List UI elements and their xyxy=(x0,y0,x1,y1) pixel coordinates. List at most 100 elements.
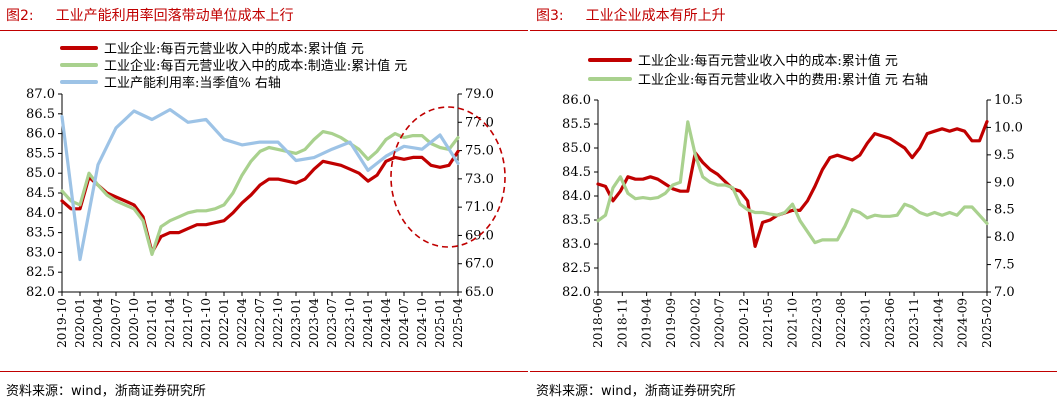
figure-2-title: 图2: 工业产能利用率回落带动单位成本上行 xyxy=(6,5,294,25)
figure-2-panel: 图2: 工业产能利用率回落带动单位成本上行 82.0 82.5 83.0 83.5 84.… xyxy=(0,0,528,403)
x-tick-label: 2024-01 xyxy=(361,298,375,348)
figure-2-title-text: 工业产能利用率回落带动单位成本上行 xyxy=(55,8,294,24)
x-tick-label: 2022-04 xyxy=(235,298,249,348)
x-tick-label: 2022-03 xyxy=(810,298,824,348)
y-left-tick-label: 82.0 xyxy=(562,285,591,300)
y-left-tick-label: 85.5 xyxy=(26,146,55,161)
x-tick-label: 2020-10 xyxy=(127,298,141,348)
y-right-tick-label: 75.0 xyxy=(465,144,494,159)
y-right-tick-label: 9.5 xyxy=(994,148,1015,163)
x-tick-label: 2025-01 xyxy=(433,298,447,348)
x-tick-label: 2019-10 xyxy=(55,298,69,348)
y-left-tick-label: 84.0 xyxy=(562,189,591,204)
x-tick-label: 2022-08 xyxy=(834,298,848,348)
figure-3-number: 图3: xyxy=(536,8,564,24)
x-tick-label: 2020-01 xyxy=(73,298,87,348)
x-tick-label: 2024-10 xyxy=(415,298,429,348)
legend-label-1: 工业企业:每百元营业收入中的成本:累计值 元 xyxy=(638,53,898,69)
x-tick-label: 2020-04 xyxy=(91,298,105,348)
y-right-tick-label: 8.0 xyxy=(994,230,1015,245)
y-left-tick-label: 83.5 xyxy=(26,226,55,241)
figure-3-chart: 82.0 82.5 83.0 83.5 84.0 84.5 85.0 85.5 86.0 7.0 7… xyxy=(562,53,1023,348)
y-left-tick-label: 86.0 xyxy=(26,127,55,142)
y-left-tick-label: 83.5 xyxy=(562,213,591,228)
y-left-tick-label: 86.0 xyxy=(562,93,591,108)
figure-3-bottom-rule xyxy=(530,371,1057,372)
x-tick-label: 2020-02 xyxy=(688,298,702,348)
y-right-tick-label: 65.0 xyxy=(465,285,494,300)
highlight-ellipse xyxy=(390,106,506,248)
x-tick-label: 2020-07 xyxy=(713,298,727,348)
x-tick-label: 2023-06 xyxy=(883,298,897,348)
x-tick-label: 2021-05 xyxy=(761,298,775,348)
x-tick-label: 2021-10 xyxy=(786,298,800,348)
figure-2-number: 图2: xyxy=(6,8,34,24)
legend-label-2: 工业企业:每百元营业收入中的成本:制造业:累计值 元 xyxy=(104,58,407,74)
y-left-tick-label: 82.5 xyxy=(26,265,55,280)
y-right-tick-label: 10.5 xyxy=(994,93,1023,108)
series-line-3 xyxy=(60,108,460,262)
x-tick-label: 2018-06 xyxy=(591,298,605,348)
x-tick-label: 2021-10 xyxy=(199,298,213,348)
x-tick-label: 2024-04 xyxy=(379,298,393,348)
y-left-tick-label: 82.0 xyxy=(26,285,55,300)
x-tick-label: 2025-02 xyxy=(980,298,994,348)
y-left-tick-label: 83.0 xyxy=(562,237,591,252)
y-right-tick-label: 7.0 xyxy=(994,285,1015,300)
y-right-tick-label: 71.0 xyxy=(465,200,494,215)
x-tick-label: 2019-09 xyxy=(664,298,678,348)
series-line-1 xyxy=(596,120,989,248)
x-tick-label: 2024-09 xyxy=(956,298,970,348)
legend-label-1: 工业企业:每百元营业收入中的成本:累计值 元 xyxy=(104,41,364,57)
figure-3-top-rule xyxy=(530,30,1057,31)
y-right-tick-label: 10.0 xyxy=(994,120,1023,135)
y-right-tick-label: 7.5 xyxy=(994,258,1015,273)
series-line-2 xyxy=(596,120,989,245)
legend-label-2: 工业企业:每百元营业收入中的费用:累计值 元 右轴 xyxy=(638,72,928,88)
y-left-tick-label: 82.5 xyxy=(562,261,591,276)
y-right-tick-label: 67.0 xyxy=(465,257,494,272)
x-tick-label: 2021-07 xyxy=(181,298,195,348)
x-tick-label: 2022-07 xyxy=(253,298,267,348)
x-tick-label: 2020-07 xyxy=(109,298,123,348)
y-left-tick-label: 85.0 xyxy=(26,166,55,181)
x-tick-label: 2018-11 xyxy=(615,298,629,348)
y-right-tick-label: 9.0 xyxy=(994,175,1015,190)
y-right-tick-label: 79.0 xyxy=(465,87,494,102)
legend-label-3: 工业产能利用率:当季值% 右轴 xyxy=(104,75,281,91)
x-tick-label: 2023-10 xyxy=(343,298,357,348)
y-left-tick-label: 83.0 xyxy=(26,245,55,260)
x-tick-label: 2023-04 xyxy=(307,298,321,348)
x-tick-label: 2025-04 xyxy=(451,298,465,348)
y-left-tick-label: 85.5 xyxy=(562,117,591,132)
x-tick-label: 2022-01 xyxy=(217,298,231,348)
y-right-tick-label: 8.5 xyxy=(994,203,1015,218)
figure-3-panel: 图3: 工业企业成本有所上升 82.0 82.5 83.0 83.5 84.0 84.5 85… xyxy=(530,0,1057,403)
x-tick-label: 2021-01 xyxy=(145,298,159,348)
y-right-tick-label: 69.0 xyxy=(465,228,494,243)
x-tick-label: 2022-10 xyxy=(271,298,285,348)
x-tick-label: 2023-01 xyxy=(289,298,303,348)
x-tick-label: 2021-04 xyxy=(163,298,177,348)
figure-3-source: 资料来源：wind，浙商证券研究所 xyxy=(536,384,736,399)
y-left-tick-label: 84.5 xyxy=(562,165,591,180)
y-left-tick-label: 87.0 xyxy=(26,87,55,102)
x-tick-label: 2019-04 xyxy=(640,298,654,348)
x-tick-label: 2024-07 xyxy=(397,298,411,348)
x-tick-label: 2023-11 xyxy=(907,298,921,348)
y-right-tick-label: 77.0 xyxy=(465,115,494,130)
y-left-tick-label: 86.5 xyxy=(26,107,55,122)
x-tick-label: 2023-01 xyxy=(858,298,872,348)
figure-2-bottom-rule xyxy=(0,371,528,372)
y-left-tick-label: 85.0 xyxy=(562,141,591,156)
figure-3-title-text: 工业企业成本有所上升 xyxy=(585,8,726,24)
series-line-1 xyxy=(60,149,460,254)
figure-2-chart: 82.0 82.5 83.0 83.5 84.0 84.5 85.0 85.5 86.0 86.5… xyxy=(26,41,506,348)
figure-3-title: 图3: 工业企业成本有所上升 xyxy=(536,5,726,25)
figure-2-source: 资料来源：wind，浙商证券研究所 xyxy=(6,384,206,399)
y-left-tick-label: 84.5 xyxy=(26,186,55,201)
y-right-tick-label: 73.0 xyxy=(465,172,494,187)
figure-2-top-rule xyxy=(0,30,528,31)
x-tick-label: 2024-04 xyxy=(931,298,945,348)
x-tick-label: 2020-12 xyxy=(737,298,751,348)
